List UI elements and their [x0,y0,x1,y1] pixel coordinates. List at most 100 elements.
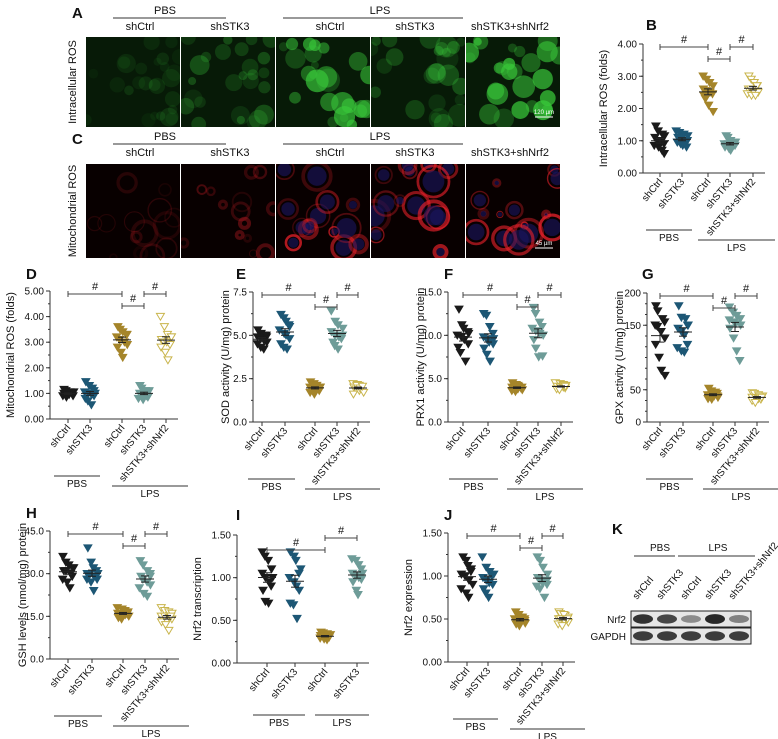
x-category-label: shSTK3 [462,426,494,461]
panel-label: K [612,521,623,538]
mito-signal [401,190,431,221]
significance-mark: # [487,282,494,294]
y-tick-label: 30.0 [25,569,45,580]
image-background [86,164,180,258]
data-point [728,334,739,343]
significance-mark: # [546,282,553,294]
group-label-lps: LPS [370,131,391,143]
nucleus [494,180,500,186]
cell-signal [493,108,515,127]
mito-signal [196,184,208,195]
x-category-label: shSTK3 [66,663,98,698]
cell-signal [435,41,449,56]
cell-signal [507,43,517,53]
cell-signal [511,101,530,119]
data-point [485,357,495,366]
column-label: shCtrl [126,21,155,33]
cell-signal [164,91,180,107]
nucleus [305,221,315,230]
data-point [534,318,545,327]
micrograph-image [371,164,465,258]
data-point [682,132,693,141]
nucleus [508,229,529,250]
data-point [724,303,735,312]
data-point [258,586,268,596]
data-point [263,599,274,608]
image-background [181,37,275,127]
series-group [305,378,326,399]
cell-signal [447,41,460,54]
y-tick-label: 15.0 [25,612,45,623]
mito-signal [155,237,178,258]
data-point [68,564,79,573]
data-point [156,343,166,352]
cell-signal [135,62,148,75]
data-point [266,582,277,591]
data-point [680,315,691,324]
significance-mark: # [524,294,531,306]
mito-signal [284,234,303,252]
nucleus [336,218,357,238]
nucleus [396,196,404,205]
mito-signal [315,189,340,215]
data-point [535,556,546,566]
chart-panel-B: B 0.00 1.00 2.00 3.00 4.00 Intracellular ROS (… [598,17,775,254]
cell-signal [428,108,451,127]
panel-label: A [72,5,83,22]
cell-signal [371,41,379,56]
cell-signal [148,77,166,94]
cell-signal [241,58,259,76]
cell-signal [425,63,447,84]
data-point [682,321,693,330]
y-tick-label: 0.00 [618,169,638,180]
data-point [734,357,745,366]
data-point [660,371,670,381]
data-point [538,563,548,572]
mito-signal [496,210,504,219]
nucleus [307,166,327,186]
mito-signal [466,218,490,246]
y-axis-label: GPX activity (U/mg) protein [614,291,626,424]
group-label-pbs: PBS [269,718,289,729]
y-tick-label: 0.0 [30,655,44,666]
data-point [652,322,663,332]
data-point [116,348,126,358]
data-point [58,552,68,562]
cell-signal [541,104,553,116]
data-point [309,390,320,399]
cells [371,37,465,127]
series-group [698,72,719,117]
mito-signal [374,165,393,185]
data-point [487,580,498,590]
y-tick-label: 5.0 [428,374,442,385]
series-group [284,548,306,624]
micrograph-image [466,37,560,127]
data-point [477,553,488,562]
cell-signal [262,37,275,48]
data-point [483,593,494,603]
data-point [117,353,128,363]
y-tick-label: 1.00 [423,572,443,583]
x-category-label: shSTK3 [331,667,363,702]
y-tick-label: 2.00 [25,363,45,374]
panel-label: D [26,266,37,283]
cell-signal [433,45,444,56]
nucleus [508,204,520,216]
nucleus [309,207,327,224]
data-point [514,622,525,631]
y-tick-label: 0.0 [428,418,442,429]
data-point [112,343,123,352]
cells [86,172,180,258]
cell-signal [381,37,398,48]
cell-signal [405,100,425,120]
cell-signal [215,43,231,60]
y-tick-label: 15.0 [423,288,443,299]
nucleus [348,200,357,209]
data-point [333,345,343,354]
data-point [258,345,269,354]
series-group [509,608,531,631]
protein-band [681,615,701,623]
micrograph-image [181,37,275,127]
